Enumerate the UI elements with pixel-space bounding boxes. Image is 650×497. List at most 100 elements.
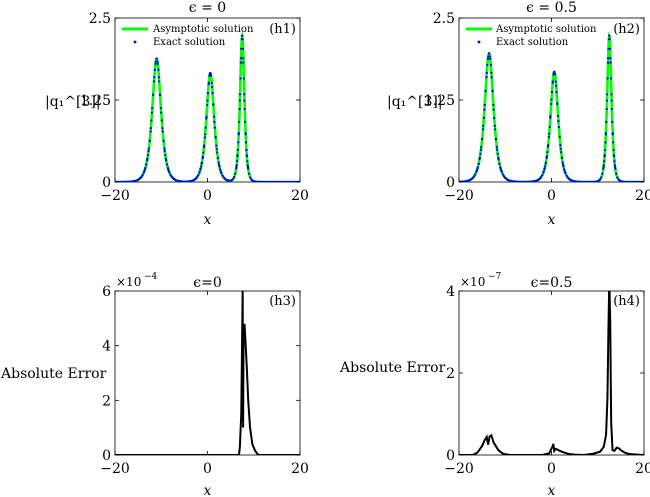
- exact-solution-point: [480, 146, 483, 149]
- exact-solution-point: [614, 167, 617, 170]
- exact-solution-point: [607, 57, 610, 60]
- exact-solution-point: [612, 155, 616, 158]
- exact-solution-point: [197, 174, 200, 177]
- exact-solution-point: [545, 155, 548, 158]
- exact-solution-point: [487, 55, 490, 58]
- exact-solution-point: [203, 144, 206, 147]
- exact-solution-point: [610, 99, 613, 102]
- exact-solution-point: [246, 160, 249, 163]
- exact-solution-point: [474, 173, 477, 176]
- x-axis-label: x: [548, 212, 556, 228]
- exact-solution-point: [539, 175, 543, 179]
- exact-solution-point: [219, 170, 223, 174]
- exact-solution-point: [159, 106, 163, 110]
- x-axis-ticks: −20 0 20: [444, 291, 650, 477]
- exact-solution-point: [611, 120, 614, 124]
- exact-solution-point: [200, 165, 203, 168]
- exact-solution-point: [152, 80, 156, 83]
- x-tick-label: 20: [635, 461, 650, 477]
- exact-solution-point: [157, 76, 161, 79]
- exact-solution-point: [610, 107, 613, 111]
- y-tick-label: 4: [446, 284, 455, 300]
- exact-solution-point: [245, 148, 248, 152]
- exact-solution-point: [550, 90, 554, 94]
- exact-solution-point: [152, 93, 155, 96]
- exact-solution-point: [211, 92, 214, 95]
- plot-frame: [114, 290, 301, 456]
- exact-solution-point: [544, 161, 547, 164]
- exact-solution-point: [479, 152, 482, 155]
- multiplier-exponent: −7: [488, 272, 502, 282]
- exact-solution-point: [613, 164, 616, 167]
- exact-solution-point: [209, 74, 213, 77]
- exact-solution-point: [606, 93, 609, 96]
- exact-solution-point: [603, 160, 606, 163]
- exact-solution-point: [605, 99, 609, 102]
- exact-solution-point: [561, 161, 564, 164]
- exact-solution-point: [605, 107, 608, 111]
- y-tick-label: 6: [102, 284, 111, 300]
- legend-label-exact: Exact solution: [153, 37, 226, 48]
- exact-solution-point: [609, 77, 613, 80]
- y-axis-label: |q₁^[3]|: [45, 94, 101, 110]
- exact-solution-point: [243, 93, 246, 96]
- exact-solution-point: [490, 76, 493, 79]
- exact-solution-point: [554, 80, 557, 83]
- exact-solution-point: [563, 168, 566, 171]
- exact-solution-point: [209, 72, 212, 75]
- exact-solution-point: [146, 159, 149, 162]
- legend-label-asymptotic: Asymptotic solution: [495, 24, 597, 35]
- exact-solution-point: [201, 157, 204, 160]
- exact-solution-point: [602, 167, 605, 170]
- x-axis-label: x: [548, 483, 556, 497]
- exact-solution-point: [487, 52, 491, 55]
- exact-solution-point: [211, 85, 214, 89]
- exact-solution-point: [485, 71, 488, 74]
- exact-solution-point: [241, 34, 244, 37]
- exact-solution-point: [232, 176, 236, 179]
- exact-solution-point: [151, 106, 154, 110]
- exact-solution-point: [245, 155, 248, 158]
- exact-solution-point: [239, 57, 243, 60]
- y-axis-ticks: 0 2 4 6: [102, 284, 300, 464]
- exact-solution-point: [561, 163, 565, 166]
- exact-solution-point: [547, 135, 551, 138]
- exact-solution-point: [553, 73, 557, 76]
- x-axis-ticks: −20 0 20: [100, 291, 309, 477]
- exact-solution-point: [552, 73, 555, 76]
- exact-solution-point: [163, 147, 166, 150]
- exact-solution-point: [547, 144, 550, 147]
- exact-solution-point: [169, 173, 172, 176]
- exact-solution-point: [557, 120, 560, 123]
- y-tick-label: 0: [446, 448, 455, 464]
- exact-solution-point: [605, 120, 608, 124]
- exact-solution-point: [598, 178, 602, 181]
- exact-solution-point: [555, 90, 558, 94]
- exact-solution-point: [497, 158, 500, 161]
- exact-solution-point: [609, 47, 612, 50]
- absolute-error-line: [459, 291, 644, 455]
- exact-solution-point: [557, 125, 560, 129]
- exact-solution-point: [544, 165, 547, 168]
- exact-solution-point: [237, 131, 240, 135]
- panel-title: ϵ = 0.5: [526, 0, 577, 16]
- y-axis-ticks: 0 1.25 2.5: [80, 11, 300, 191]
- panel-h2: ϵ = 0.5 (h2) Asymptotic solution Exact s…: [387, 0, 650, 228]
- exact-solution-point: [236, 148, 240, 151]
- exact-solution-point: [149, 130, 152, 133]
- exact-solution-point: [603, 148, 607, 152]
- exact-solution-point: [215, 148, 218, 151]
- exact-solution-point: [203, 136, 207, 139]
- exact-solution-point: [218, 165, 221, 168]
- x-tick-label: 20: [291, 461, 309, 477]
- exact-solution-point: [556, 114, 560, 118]
- exact-solution-dots: [459, 34, 644, 182]
- exact-solution-point: [199, 168, 202, 171]
- exact-solution-point: [491, 89, 494, 93]
- legend: Asymptotic solution Exact solution: [122, 24, 254, 48]
- exact-solution-point: [165, 159, 168, 162]
- exact-solution-point: [610, 93, 613, 96]
- y-tick-label: 2.5: [433, 11, 455, 27]
- exact-solution-point: [157, 68, 160, 71]
- exact-solution-point: [219, 168, 222, 171]
